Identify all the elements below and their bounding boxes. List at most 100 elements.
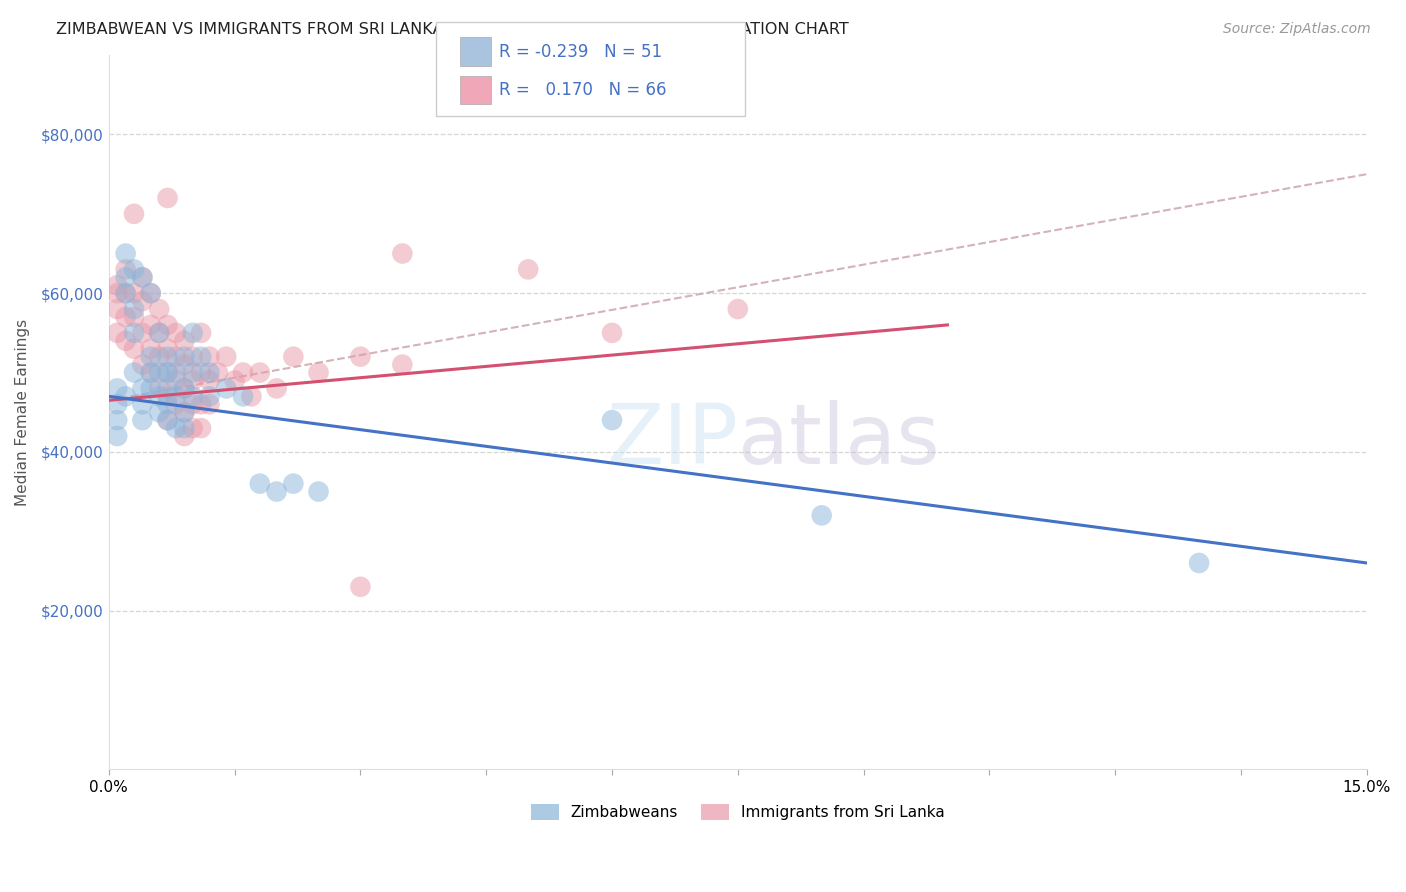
Point	[105, 397, 128, 411]
Point	[122, 366, 145, 380]
Point	[114, 286, 136, 301]
Point	[1188, 556, 1211, 570]
Point	[198, 366, 221, 380]
Point	[190, 421, 212, 435]
Point	[122, 301, 145, 316]
Point	[224, 374, 246, 388]
Point	[727, 301, 749, 316]
Point	[240, 389, 263, 403]
Point	[148, 326, 170, 340]
Point	[181, 326, 204, 340]
Point	[165, 326, 187, 340]
Point	[349, 350, 371, 364]
Point	[173, 381, 195, 395]
Point	[207, 366, 229, 380]
Point	[249, 366, 271, 380]
Point	[198, 389, 221, 403]
Point	[122, 310, 145, 324]
Point	[198, 350, 221, 364]
Point	[165, 350, 187, 364]
Point	[215, 350, 238, 364]
Point	[165, 397, 187, 411]
Point	[114, 310, 136, 324]
Point	[190, 366, 212, 380]
Point	[349, 580, 371, 594]
Point	[114, 389, 136, 403]
Text: ZIP: ZIP	[606, 401, 738, 482]
Point	[122, 326, 145, 340]
Point	[232, 389, 254, 403]
Point	[181, 350, 204, 364]
Point	[105, 413, 128, 427]
Point	[165, 366, 187, 380]
Point	[148, 350, 170, 364]
Point	[131, 358, 153, 372]
Point	[139, 318, 162, 332]
Point	[148, 301, 170, 316]
Point	[139, 342, 162, 356]
Text: R = -0.239   N = 51: R = -0.239 N = 51	[499, 43, 662, 61]
Point	[105, 301, 128, 316]
Point	[198, 374, 221, 388]
Legend: Zimbabweans, Immigrants from Sri Lanka: Zimbabweans, Immigrants from Sri Lanka	[524, 797, 950, 826]
Point	[190, 350, 212, 364]
Point	[173, 350, 195, 364]
Text: ZIMBABWEAN VS IMMIGRANTS FROM SRI LANKA MEDIAN FEMALE EARNINGS CORRELATION CHART: ZIMBABWEAN VS IMMIGRANTS FROM SRI LANKA …	[56, 22, 849, 37]
Point	[122, 207, 145, 221]
Point	[105, 326, 128, 340]
Point	[156, 191, 179, 205]
Point	[105, 278, 128, 293]
Point	[156, 350, 179, 364]
Point	[173, 429, 195, 443]
Point	[173, 381, 195, 395]
Point	[114, 262, 136, 277]
Point	[139, 381, 162, 395]
Point	[114, 246, 136, 260]
Point	[148, 381, 170, 395]
Point	[139, 286, 162, 301]
Point	[266, 381, 288, 395]
Text: Source: ZipAtlas.com: Source: ZipAtlas.com	[1223, 22, 1371, 37]
Point	[198, 397, 221, 411]
Point	[131, 397, 153, 411]
Point	[122, 342, 145, 356]
Point	[165, 421, 187, 435]
Point	[810, 508, 832, 523]
Point	[139, 350, 162, 364]
Point	[148, 389, 170, 403]
Point	[190, 326, 212, 340]
Point	[600, 413, 623, 427]
Point	[114, 270, 136, 285]
Point	[114, 286, 136, 301]
Point	[190, 397, 212, 411]
Point	[232, 366, 254, 380]
Point	[156, 389, 179, 403]
Point	[173, 421, 195, 435]
Point	[266, 484, 288, 499]
Point	[122, 286, 145, 301]
Point	[156, 397, 179, 411]
Point	[165, 374, 187, 388]
Point	[131, 270, 153, 285]
Point	[391, 358, 413, 372]
Point	[156, 413, 179, 427]
Point	[283, 476, 305, 491]
Point	[283, 350, 305, 364]
Point	[148, 366, 170, 380]
Point	[139, 366, 162, 380]
Point	[148, 405, 170, 419]
Y-axis label: Median Female Earnings: Median Female Earnings	[15, 318, 30, 506]
Point	[131, 270, 153, 285]
Point	[131, 381, 153, 395]
Point	[156, 366, 179, 380]
Point	[215, 381, 238, 395]
Point	[131, 326, 153, 340]
Point	[181, 421, 204, 435]
Point	[600, 326, 623, 340]
Text: R =   0.170   N = 66: R = 0.170 N = 66	[499, 81, 666, 99]
Point	[308, 484, 330, 499]
Point	[181, 366, 204, 380]
Point	[156, 366, 179, 380]
Point	[517, 262, 540, 277]
Point	[181, 374, 204, 388]
